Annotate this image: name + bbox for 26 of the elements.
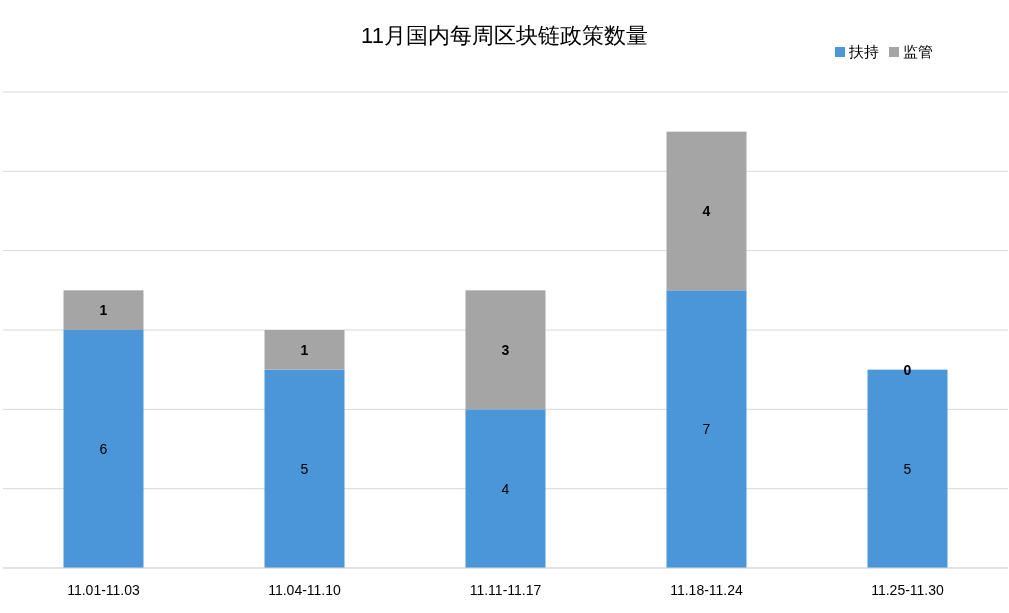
bar <box>264 330 345 370</box>
x-tick-label: 11.25-11.30 <box>871 582 945 598</box>
bar <box>63 290 144 330</box>
data-label: 4 <box>501 480 510 497</box>
bar <box>465 290 546 410</box>
x-tick-label: 11.18-11.24 <box>670 582 744 598</box>
data-label: 3 <box>501 341 510 358</box>
x-tick-label: 11.11-11.17 <box>469 582 542 598</box>
bar <box>465 409 546 568</box>
bar <box>264 369 345 568</box>
legend-label: 扶持 <box>848 43 879 60</box>
data-label: 4 <box>702 203 711 219</box>
data-label: 7 <box>702 421 711 438</box>
data-label: 5 <box>300 460 309 477</box>
bar <box>666 290 747 568</box>
data-label: 1 <box>300 341 309 358</box>
chart-title: 11月国内每周区块链政策数量 <box>361 23 648 48</box>
legend-label: 监管 <box>903 43 933 60</box>
data-label: 0 <box>903 361 912 378</box>
x-tick-label: 11.01-11.03 <box>67 582 141 598</box>
data-label: 5 <box>903 460 912 477</box>
data-label: 6 <box>99 441 108 457</box>
data-label: 1 <box>99 302 108 319</box>
x-tick-label: 11.04-11.10 <box>268 582 342 598</box>
bar <box>666 131 747 291</box>
bar <box>63 330 144 568</box>
